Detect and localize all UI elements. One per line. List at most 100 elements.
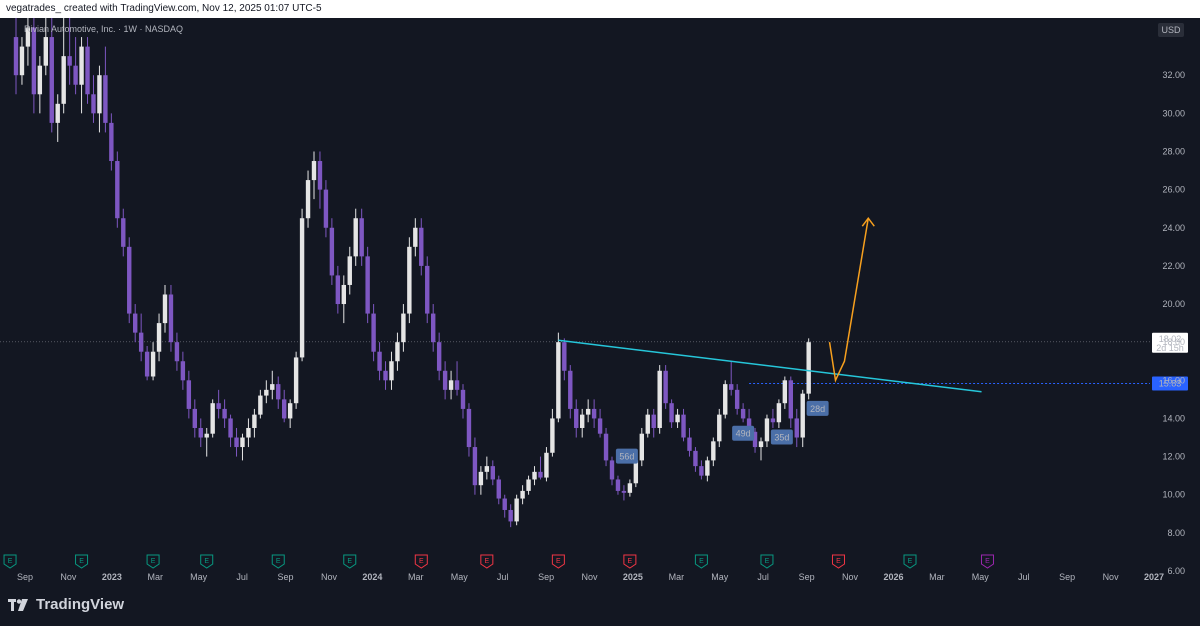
candle bbox=[425, 256, 430, 324]
candle-body bbox=[538, 471, 543, 478]
trendline[interactable] bbox=[558, 339, 982, 393]
candle bbox=[79, 37, 84, 114]
candle bbox=[574, 399, 579, 438]
candle-body bbox=[79, 46, 84, 85]
price-badge-countdown: 2d 15h bbox=[1156, 343, 1184, 353]
earnings-marker[interactable]: E bbox=[903, 554, 917, 569]
duration-label[interactable]: 28d bbox=[806, 400, 829, 416]
candle bbox=[186, 370, 192, 419]
candle-body bbox=[377, 351, 382, 371]
earnings-marker[interactable]: E bbox=[980, 554, 994, 569]
candle bbox=[127, 237, 132, 324]
candle-body bbox=[591, 408, 597, 419]
candle bbox=[329, 218, 335, 285]
candle bbox=[478, 466, 484, 495]
candle bbox=[115, 151, 120, 228]
candle-body bbox=[246, 427, 251, 438]
candle-body bbox=[109, 122, 114, 162]
candle bbox=[55, 94, 60, 142]
earnings-marker-label: E bbox=[276, 558, 281, 565]
candle-body bbox=[180, 361, 186, 381]
candle bbox=[311, 151, 317, 200]
candle bbox=[550, 408, 555, 457]
candle-body bbox=[693, 450, 698, 467]
y-axis: 6.00 8.00 10.00 12.00 14.00 16.00 18.00 20.00 22… bbox=[1162, 70, 1185, 576]
earnings-marker[interactable]: E bbox=[271, 554, 285, 569]
earnings-marker[interactable]: E bbox=[343, 554, 357, 569]
duration-label[interactable]: 35d bbox=[770, 429, 793, 445]
candle-body bbox=[156, 323, 162, 352]
candle bbox=[258, 389, 263, 419]
candle bbox=[729, 361, 734, 396]
tradingview-logo[interactable]: TradingView bbox=[8, 596, 124, 613]
earnings-marker-label: E bbox=[628, 558, 633, 565]
candle-body bbox=[311, 161, 317, 181]
earnings-marker[interactable]: E bbox=[75, 554, 89, 569]
earnings-marker[interactable]: E bbox=[760, 554, 774, 569]
candle-body bbox=[514, 498, 519, 522]
candle bbox=[621, 485, 627, 501]
candle bbox=[198, 418, 203, 448]
earnings-marker-label: E bbox=[556, 558, 561, 565]
candle-body bbox=[609, 460, 615, 480]
y-tick-label: 26.00 bbox=[1162, 185, 1185, 195]
candle bbox=[544, 447, 549, 482]
candle-body bbox=[276, 384, 281, 400]
x-tick-label: Sep bbox=[17, 572, 33, 582]
tradingview-brand: TradingView bbox=[36, 596, 125, 613]
candle-body bbox=[383, 370, 388, 381]
x-tick-label: Sep bbox=[799, 572, 815, 582]
y-tick-label: 24.00 bbox=[1162, 223, 1185, 233]
x-tick-label: 2027 bbox=[1144, 572, 1164, 582]
candle bbox=[31, 18, 37, 114]
candle-body bbox=[669, 403, 674, 423]
candle bbox=[222, 399, 227, 428]
candle bbox=[603, 427, 609, 467]
candle bbox=[800, 389, 805, 448]
projection-arrowhead bbox=[861, 216, 875, 227]
candle-body bbox=[675, 414, 680, 423]
earnings-marker[interactable]: E bbox=[480, 554, 494, 569]
earnings-marker[interactable]: E bbox=[623, 554, 637, 569]
duration-label[interactable]: 56d bbox=[615, 448, 638, 464]
candle bbox=[133, 304, 138, 343]
candle-body bbox=[764, 418, 770, 442]
candle-body bbox=[216, 403, 221, 409]
earnings-marker[interactable]: E bbox=[694, 554, 708, 569]
candle-body bbox=[800, 393, 805, 438]
earnings-marker[interactable]: E bbox=[146, 554, 160, 569]
currency-badge-bg[interactable] bbox=[1158, 23, 1184, 37]
candle-body bbox=[657, 370, 662, 428]
candle-body bbox=[782, 380, 788, 404]
earnings-marker[interactable]: E bbox=[3, 554, 17, 569]
candle-body bbox=[258, 395, 263, 415]
x-tick-label: Mar bbox=[408, 572, 424, 582]
candle-body bbox=[568, 370, 573, 409]
candle-body bbox=[508, 509, 513, 522]
candle bbox=[138, 313, 144, 362]
candle-body bbox=[353, 218, 358, 257]
earnings-marker-label: E bbox=[79, 558, 84, 565]
candle-body bbox=[705, 460, 710, 476]
candle bbox=[436, 332, 442, 381]
candle-body bbox=[31, 27, 37, 95]
currency-badge[interactable]: USD bbox=[1161, 25, 1181, 35]
duration-label[interactable]: 49d bbox=[732, 425, 755, 441]
earnings-marker[interactable]: E bbox=[414, 554, 428, 569]
candle bbox=[591, 399, 597, 428]
candle-body bbox=[305, 180, 311, 219]
candle-body bbox=[407, 246, 412, 314]
candle bbox=[413, 218, 418, 257]
candle bbox=[502, 494, 507, 518]
earnings-marker[interactable]: E bbox=[200, 554, 214, 569]
candle bbox=[466, 403, 472, 457]
earnings-marker[interactable]: E bbox=[551, 554, 565, 569]
projection-path[interactable] bbox=[828, 218, 870, 383]
candle bbox=[752, 427, 758, 453]
candle-body bbox=[633, 460, 639, 484]
candle-body bbox=[597, 418, 603, 434]
candle-body bbox=[25, 27, 31, 47]
candle-body bbox=[127, 246, 132, 314]
earnings-marker[interactable]: E bbox=[831, 554, 845, 569]
